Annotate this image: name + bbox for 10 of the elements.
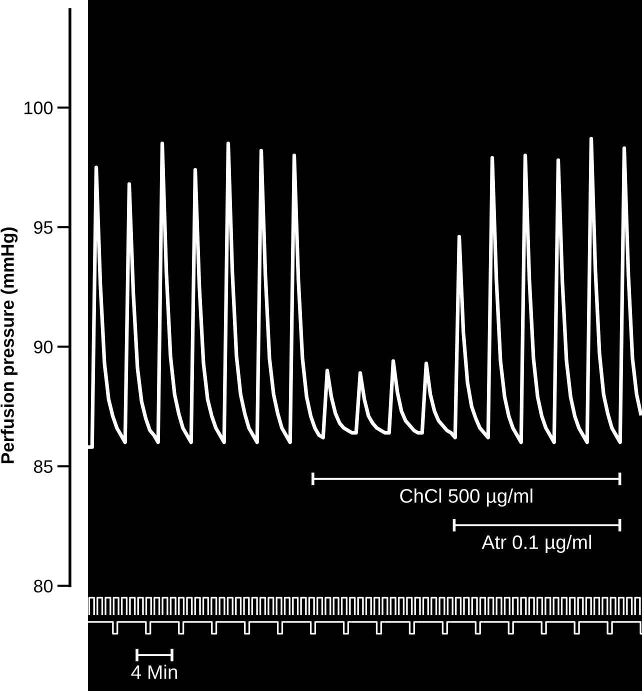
y-tick-label: 95 bbox=[34, 221, 53, 234]
y-tick-label: 100 bbox=[24, 102, 53, 114]
annotation: Atr 0.1 µg/ml bbox=[482, 534, 592, 553]
y-tick-label: 80 bbox=[34, 580, 53, 593]
annotation: ChCl 500 µg/ml bbox=[400, 488, 532, 507]
y-tick-label: 90 bbox=[34, 340, 53, 354]
line-series bbox=[88, 136, 642, 449]
y-tick-label: 85 bbox=[34, 460, 53, 473]
y-axis-title: Perfusion pressure (mmHg) bbox=[0, 228, 18, 464]
annotation: 4 Min bbox=[131, 664, 178, 679]
